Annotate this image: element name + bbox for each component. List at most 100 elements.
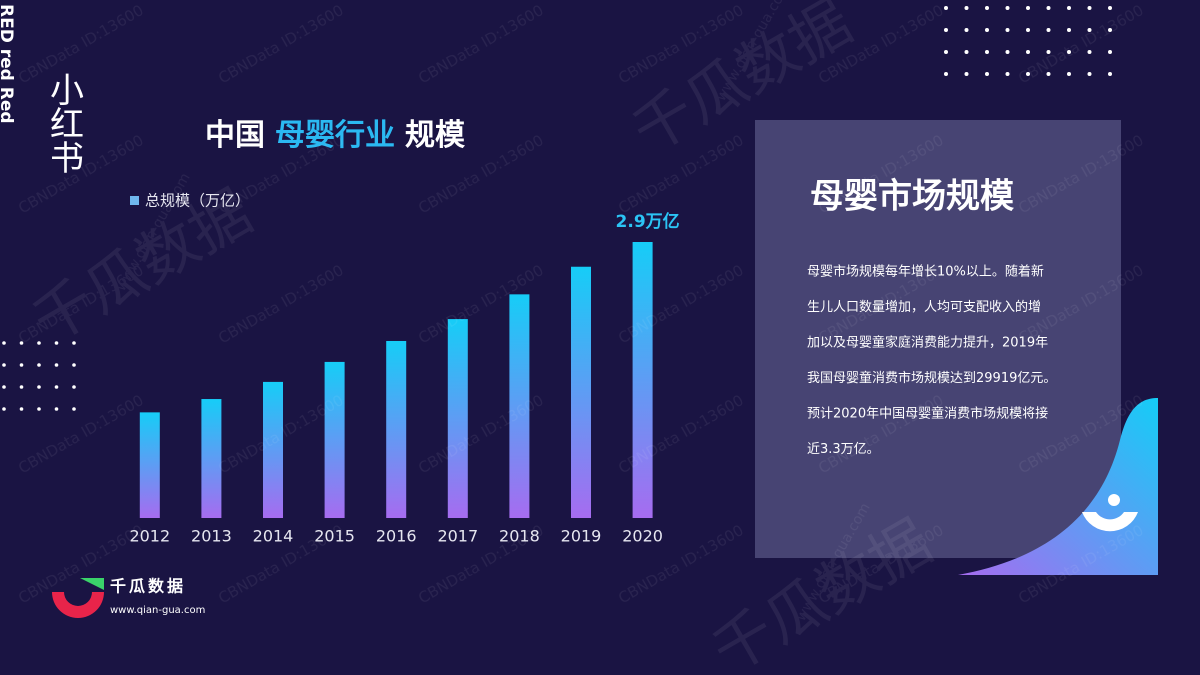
panel-text: 近3.3万亿。	[807, 442, 880, 457]
panel-text: 加以及母婴童家庭消费能力提升，2019年	[807, 335, 1048, 351]
dot	[19, 407, 24, 411]
x-tick-label: 2017	[437, 527, 478, 546]
dot	[54, 363, 59, 367]
x-tick-label: 2015	[314, 527, 355, 546]
dot	[37, 385, 41, 389]
dot	[37, 363, 41, 367]
legend-swatch	[130, 196, 139, 205]
bar	[386, 340, 407, 518]
dot	[2, 407, 6, 411]
bar	[139, 412, 160, 518]
brand-logo	[52, 592, 104, 618]
dot	[964, 50, 969, 54]
side-chinese: 小红书	[44, 72, 84, 174]
x-tick-label: 2013	[191, 527, 232, 546]
legend-label: 总规模（万亿）	[145, 192, 250, 210]
info-panel	[755, 120, 1121, 558]
dot	[1067, 72, 1071, 76]
panel-text: 生儿人口数量增加，人均可支配收入的增	[807, 299, 1041, 315]
x-tick-label: 2018	[499, 527, 540, 546]
title-part: 规模	[405, 118, 465, 153]
panel-text: 母婴市场规模每年增长10%以上。随着新	[807, 264, 1044, 280]
dot	[1026, 72, 1030, 76]
dot	[19, 363, 24, 367]
dot	[985, 72, 989, 76]
dot	[72, 407, 76, 411]
panel-title: 母婴市场规模	[810, 177, 1014, 217]
dot	[1087, 50, 1092, 54]
panel-text: 我国母婴童消费市场规模达到29919亿元。	[807, 370, 1056, 386]
dot	[19, 385, 24, 389]
dot	[1108, 50, 1112, 54]
brand-url: www.qian-gua.com	[110, 605, 205, 616]
dot	[944, 72, 948, 76]
dot	[985, 50, 989, 54]
bar	[263, 381, 283, 518]
chart-title: 中国 母婴行业 规模	[205, 118, 465, 153]
bar	[324, 361, 345, 518]
dot	[1087, 28, 1092, 32]
dot	[1087, 72, 1092, 76]
bar	[447, 319, 468, 518]
dot	[1005, 28, 1010, 32]
dot	[964, 72, 969, 76]
dot	[1046, 72, 1051, 76]
dot	[19, 341, 24, 345]
dot	[1108, 28, 1112, 32]
dot	[944, 50, 948, 54]
bar	[509, 294, 530, 518]
dot	[944, 6, 948, 10]
dot	[1067, 28, 1071, 32]
dot	[1046, 6, 1051, 10]
brand-logo-accent	[80, 578, 104, 590]
dot	[1067, 50, 1071, 54]
x-tick-label: 2014	[253, 527, 294, 546]
dot	[72, 341, 76, 345]
dot	[1108, 72, 1112, 76]
brand-name: 千瓜数据	[110, 577, 186, 596]
bar	[571, 266, 591, 518]
dot	[54, 341, 59, 345]
dot	[72, 385, 76, 389]
dot	[1005, 50, 1010, 54]
side-english: RED red Red	[0, 4, 16, 124]
dot	[1026, 50, 1030, 54]
corner-logo	[1082, 512, 1138, 532]
dot	[54, 385, 59, 389]
dot	[1026, 6, 1030, 10]
dot	[985, 28, 989, 32]
data-label: 2.9万亿	[616, 211, 680, 232]
decoration	[2, 6, 1112, 411]
dot	[2, 363, 6, 367]
x-tick-label: 2020	[622, 527, 663, 546]
dot	[1026, 28, 1030, 32]
dot	[1087, 6, 1092, 10]
dot	[37, 407, 41, 411]
corner-logo-dot	[1108, 494, 1120, 506]
dot	[964, 6, 969, 10]
dot	[72, 363, 76, 367]
dot	[37, 341, 41, 345]
dot	[944, 28, 948, 32]
x-tick-label: 2019	[561, 527, 602, 546]
dot	[2, 385, 6, 389]
dot	[1046, 28, 1051, 32]
title-highlight: 母婴行业	[275, 118, 395, 153]
dot	[985, 6, 989, 10]
dot	[1005, 6, 1010, 10]
dot	[2, 341, 6, 345]
dot	[1046, 50, 1051, 54]
dot	[1005, 72, 1010, 76]
bar	[201, 399, 222, 518]
dot	[1108, 6, 1112, 10]
panel-text: 预计2020年中国母婴童消费市场规模将接	[807, 406, 1048, 422]
dot	[964, 28, 969, 32]
chart: 2012 2013 2014 2015 2016 2017 2018 2019 2020 2.9万…	[129, 211, 679, 546]
bar	[632, 242, 653, 518]
dot	[1067, 6, 1071, 10]
x-tick-label: 2012	[129, 527, 170, 546]
title-part: 中国	[205, 118, 265, 153]
dot	[54, 407, 59, 411]
x-tick-label: 2016	[376, 527, 417, 546]
